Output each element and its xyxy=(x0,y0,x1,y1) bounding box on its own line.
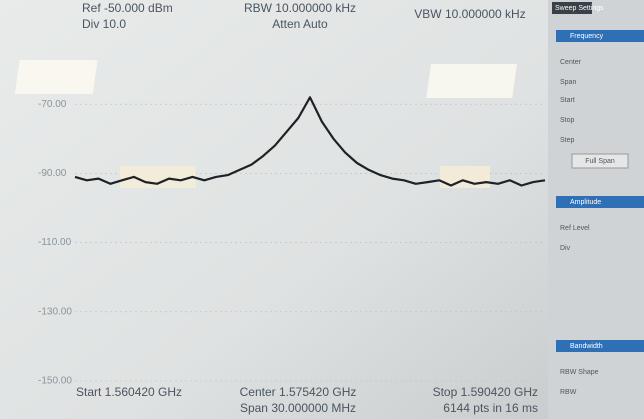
y-tick-label: -150.00 xyxy=(38,376,72,387)
screen-photo: Ref -50.000 dBm Div 10.0 RBW 10.000000 k… xyxy=(0,0,644,419)
ref-label: Ref -50.000 dBm xyxy=(82,1,173,15)
section-title: Frequency xyxy=(570,33,604,40)
y-tick-label: -90.00 xyxy=(38,168,67,179)
vbw-label: VBW 10.000000 kHz xyxy=(414,7,525,21)
field-label: Start xyxy=(560,97,575,104)
field-label: Step xyxy=(560,137,575,144)
points-label: 6144 pts in 16 ms xyxy=(443,401,538,415)
section-title: Bandwidth xyxy=(570,343,603,350)
glare xyxy=(15,60,98,94)
y-tick-label: -70.00 xyxy=(38,99,67,110)
field-label: Span xyxy=(560,79,576,86)
field-label: Ref Level xyxy=(560,225,590,232)
span-label: Span 30.000000 MHz xyxy=(240,401,356,415)
y-tick-label: -130.00 xyxy=(38,306,72,317)
start-label: Start 1.560420 GHz xyxy=(76,385,182,399)
field-label: Div xyxy=(560,245,571,252)
panel-tab-label: Sweep Settings xyxy=(555,5,604,12)
field-label: RBW Shape xyxy=(560,369,599,376)
y-tick-label: -110.00 xyxy=(38,237,72,248)
rbw-label: RBW 10.000000 kHz xyxy=(244,1,356,15)
side-panel: Sweep Settings Frequency Center Span Sta… xyxy=(548,0,644,419)
glare xyxy=(426,64,517,98)
atten-label: Atten Auto xyxy=(272,17,328,31)
field-label: RBW xyxy=(560,389,577,396)
div-label: Div 10.0 xyxy=(82,17,126,31)
field-label: Stop xyxy=(560,117,575,124)
button-label: Full Span xyxy=(585,158,615,165)
stop-label: Stop 1.590420 GHz xyxy=(433,385,538,399)
field-label: Center xyxy=(560,59,582,66)
center-label: Center 1.575420 GHz xyxy=(240,385,357,399)
section-title: Amplitude xyxy=(570,199,601,206)
